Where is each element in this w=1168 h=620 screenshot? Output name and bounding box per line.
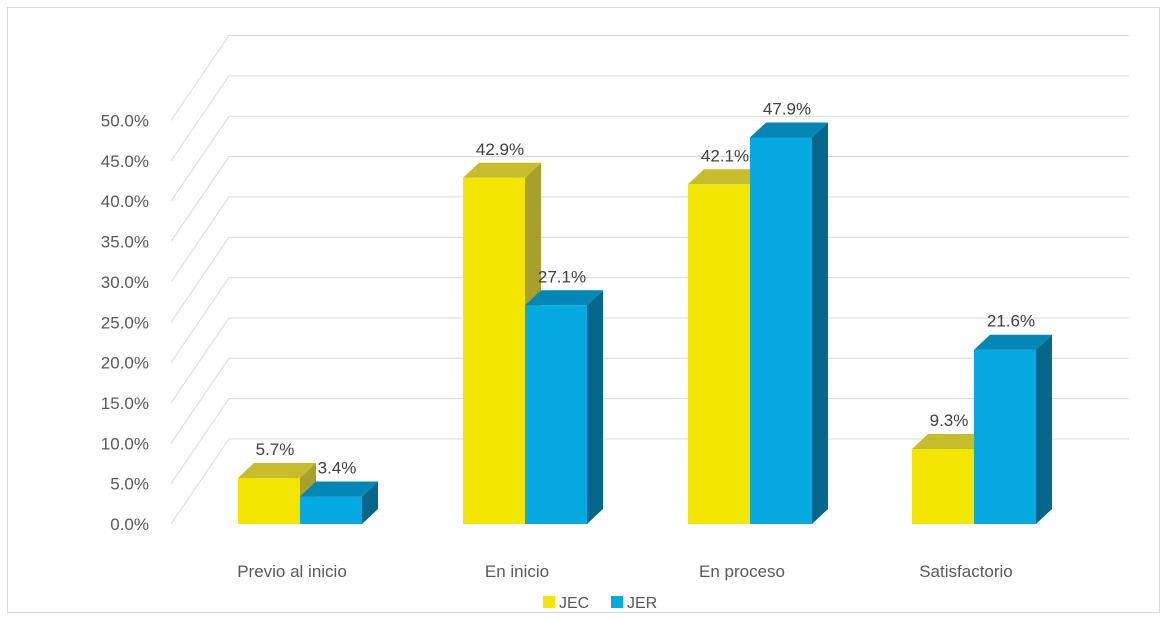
gridline xyxy=(170,317,1129,404)
bar-side xyxy=(1036,334,1052,524)
gridline xyxy=(170,75,1129,162)
bar-top xyxy=(974,334,1052,350)
legend-swatch-jer xyxy=(611,596,623,608)
legend-label-jec: JEC xyxy=(559,595,589,612)
bar-front xyxy=(750,137,812,524)
y-tick-label: 20.0% xyxy=(101,354,149,373)
gridline xyxy=(170,196,1129,283)
bars xyxy=(238,122,1052,525)
gridline xyxy=(170,115,1129,202)
data-label: 3.4% xyxy=(318,459,357,478)
y-tick-label: 45.0% xyxy=(101,152,149,171)
bar-top xyxy=(688,169,766,185)
y-tick-label: 0.0% xyxy=(110,515,149,534)
data-label: 5.7% xyxy=(256,440,295,459)
bar-front xyxy=(300,496,362,524)
gridline xyxy=(170,398,1129,484)
gridline xyxy=(170,438,1129,525)
bar-jer-0 xyxy=(300,481,378,524)
y-tick-label: 40.0% xyxy=(101,192,149,211)
data-label: 21.6% xyxy=(987,312,1035,331)
bar-front xyxy=(238,478,300,524)
y-tick-label: 10.0% xyxy=(101,434,149,453)
legend-swatch-jec xyxy=(543,596,555,608)
y-tick-label: 25.0% xyxy=(101,313,149,332)
x-axis-categories: Previo al inicio En inicio En proceso Satis… xyxy=(237,562,1013,581)
y-tick-label: 30.0% xyxy=(101,273,149,292)
bar-front xyxy=(463,177,525,524)
data-labels: 5.7% 3.4% 42.9% 27.1% 42.1% 47.9% 9.3% 21.6% xyxy=(256,99,1035,477)
bar-front xyxy=(974,349,1036,524)
bar-front xyxy=(688,184,750,525)
data-label: 27.1% xyxy=(538,267,586,286)
category-label: En proceso xyxy=(699,562,785,581)
data-label: 42.9% xyxy=(476,140,524,159)
y-tick-label: 50.0% xyxy=(101,112,149,131)
bar-top xyxy=(300,481,378,497)
gridline xyxy=(170,236,1129,323)
gridlines xyxy=(170,35,1129,525)
bar-top xyxy=(912,433,990,449)
category-label: Satisfactorio xyxy=(919,562,1013,581)
bar-jer-1 xyxy=(525,290,603,524)
bar-jer-2 xyxy=(750,122,828,525)
data-label: 42.1% xyxy=(701,146,749,165)
bar-front xyxy=(912,448,974,524)
chart-frame: 0.0% 5.0% 10.0% 15.0% 20.0% 25.0% 30.0% 35.0% 40… xyxy=(7,7,1160,613)
category-label: Previo al inicio xyxy=(237,562,347,581)
data-label: 47.9% xyxy=(763,99,811,118)
data-label: 9.3% xyxy=(930,411,969,430)
legend-label-jer: JER xyxy=(627,595,657,612)
y-tick-label: 35.0% xyxy=(101,233,149,252)
bar-side xyxy=(587,290,603,524)
bar-side xyxy=(362,481,378,524)
bar-top xyxy=(238,463,316,479)
gridline xyxy=(170,35,1129,121)
y-axis-ticks: 0.0% 5.0% 10.0% 15.0% 20.0% 25.0% 30.0% 35.0% 40… xyxy=(101,112,149,535)
category-label: En inicio xyxy=(485,562,549,581)
bar-top xyxy=(525,290,603,306)
bar-top xyxy=(750,122,828,138)
bar-jec-0 xyxy=(238,463,316,524)
y-tick-label: 5.0% xyxy=(110,475,149,494)
y-tick-label: 15.0% xyxy=(101,394,149,413)
legend: JEC JER xyxy=(543,595,657,612)
bar-front xyxy=(525,305,587,524)
bar-side xyxy=(812,122,828,525)
bar-chart: 0.0% 5.0% 10.0% 15.0% 20.0% 25.0% 30.0% 35.0% 40… xyxy=(101,35,1129,612)
gridline xyxy=(170,277,1129,363)
gridline xyxy=(170,156,1129,242)
gridline xyxy=(170,357,1129,444)
bar-top xyxy=(463,162,541,178)
bar-jer-3 xyxy=(974,334,1052,524)
